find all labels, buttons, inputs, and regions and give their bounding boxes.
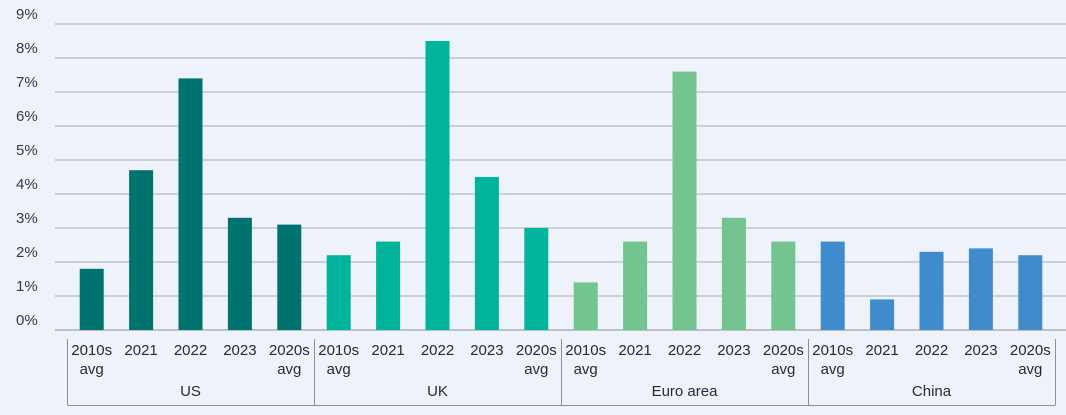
x-tick-label: 2021 [618, 342, 651, 359]
x-tick-label: 2023 [223, 342, 256, 359]
bar [326, 255, 351, 330]
x-tick-label: avg [524, 361, 548, 378]
group-label: UK [427, 383, 448, 400]
bar [870, 299, 895, 330]
x-tick-label: 2022 [668, 342, 701, 359]
bar [721, 217, 746, 330]
y-tick-label: 9% [16, 6, 38, 23]
x-tick-label: 2021 [124, 342, 157, 359]
x-tick-label: 2010s [812, 342, 853, 359]
bar [178, 78, 203, 331]
x-tick-label: 2010s [318, 342, 359, 359]
bar [79, 268, 104, 330]
y-tick-label: 0% [16, 312, 38, 329]
group-label: US [180, 383, 201, 400]
x-tick-label: avg [1018, 361, 1042, 378]
x-tick-label: 2022 [174, 342, 207, 359]
bar [623, 241, 648, 330]
bar [1018, 255, 1043, 330]
bar [474, 177, 499, 330]
y-tick-label: 8% [16, 40, 38, 57]
y-tick-label: 1% [16, 278, 38, 295]
y-tick-label: 2% [16, 244, 38, 261]
x-tick-label: 2020s [763, 342, 804, 359]
y-tick-label: 6% [16, 108, 38, 125]
bar [524, 228, 549, 330]
bar [820, 241, 845, 330]
bar [771, 241, 796, 330]
bar [573, 282, 598, 330]
x-tick-label: 2010s [71, 342, 112, 359]
x-tick-label: 2020s [269, 342, 310, 359]
y-tick-label: 5% [16, 142, 38, 159]
x-tick-label: 2022 [915, 342, 948, 359]
x-tick-label: 2020s [516, 342, 557, 359]
bar [919, 251, 944, 330]
bar [672, 71, 697, 330]
x-tick-label: 2022 [421, 342, 454, 359]
x-tick-label: avg [771, 361, 795, 378]
bar [277, 224, 302, 330]
y-tick-label: 7% [16, 74, 38, 91]
x-tick-label: avg [277, 361, 301, 378]
x-tick-label: 2023 [964, 342, 997, 359]
group-label: Euro area [652, 383, 719, 400]
x-tick-label: avg [821, 361, 845, 378]
bar [227, 217, 252, 330]
bar [376, 241, 401, 330]
bar [968, 248, 993, 330]
x-tick-label: avg [327, 361, 351, 378]
x-tick-label: 2021 [371, 342, 404, 359]
x-tick-label: 2021 [865, 342, 898, 359]
x-tick-label: 2023 [470, 342, 503, 359]
y-tick-label: 4% [16, 176, 38, 193]
y-tick-label: 3% [16, 210, 38, 227]
x-tick-label: avg [574, 361, 598, 378]
x-tick-label: 2023 [717, 342, 750, 359]
x-tick-label: 2010s [565, 342, 606, 359]
x-tick-label: 2020s [1010, 342, 1051, 359]
group-label: China [912, 383, 952, 400]
bar [425, 41, 450, 330]
x-tick-label: avg [80, 361, 104, 378]
bar [129, 170, 154, 330]
